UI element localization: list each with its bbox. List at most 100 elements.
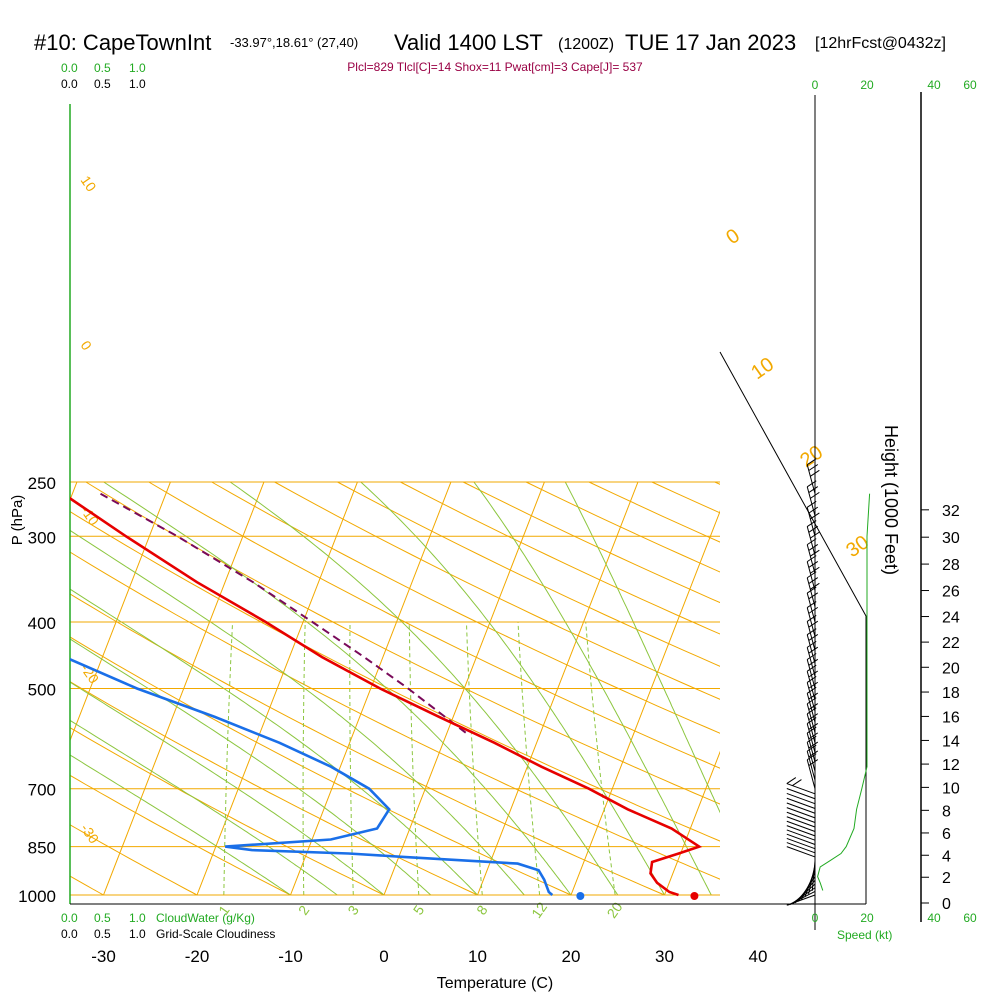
dry-adiabat xyxy=(70,727,385,896)
dry-adiabat xyxy=(70,824,198,896)
dry-adiabat xyxy=(148,481,720,769)
wind-speed-line xyxy=(817,493,871,891)
station-coords: -33.97°,18.61° (27,40) xyxy=(230,35,358,50)
wind-barb-staff xyxy=(786,820,816,832)
wind-barb-feather xyxy=(808,658,819,666)
parcel-trace xyxy=(100,492,467,734)
cloudwater-tick-bottom: 0.0 xyxy=(61,911,78,925)
height-tick-label: 14 xyxy=(942,733,960,750)
moist-adiabat xyxy=(70,681,385,896)
wind-barbs xyxy=(786,458,820,906)
wind-barb-staff xyxy=(786,833,816,845)
wind-barb-staff xyxy=(786,811,816,823)
forecast-hour: [12hrFcst@0432z] xyxy=(815,35,946,52)
wind-barb-feather xyxy=(810,469,820,477)
cloudiness-label: Grid-Scale Cloudiness xyxy=(156,927,275,941)
height-axis-label: Height (1000 Feet) xyxy=(881,425,901,575)
wind-barb-feather xyxy=(808,577,819,584)
wind-barb-feather xyxy=(808,692,819,700)
wind-speed-axis-label: Speed (kt) xyxy=(837,928,892,942)
cloudiness-tick-top: 0.5 xyxy=(94,77,111,91)
wind-barb-staff xyxy=(806,607,816,637)
wind-barb-staff xyxy=(786,846,816,858)
mixing-ratio-line xyxy=(517,621,541,896)
dry-adiabat xyxy=(85,481,720,805)
isotherm-label: 10 xyxy=(78,173,100,195)
wind-barb-staff xyxy=(806,647,816,677)
wind-barb-staff xyxy=(806,592,816,623)
wind-barb-staff xyxy=(786,807,816,819)
wind-barb-staff xyxy=(786,837,816,850)
wind-barb-feather xyxy=(806,458,817,466)
moist-adiabat xyxy=(103,481,572,896)
wind-barb-staff xyxy=(806,507,816,537)
wind-barb-feather xyxy=(806,640,817,648)
wind-barb-feather xyxy=(806,753,817,761)
temperature-tick-label: -20 xyxy=(185,947,210,966)
wind-barb-feather xyxy=(808,486,819,493)
dry-adiabat xyxy=(70,510,720,842)
dry-adiabat xyxy=(400,481,720,635)
wind-barb-staff xyxy=(806,634,816,664)
temperature-axis-label: Temperature (C) xyxy=(437,975,553,992)
zulu-time: (1200Z) xyxy=(558,36,614,53)
wind-speed-tick-top: 40 xyxy=(927,78,941,92)
wind-barb-staff xyxy=(806,659,816,689)
wind-barb-feather xyxy=(808,606,819,614)
surface-dewpoint-marker xyxy=(576,892,585,900)
wind-barb-staff xyxy=(806,732,816,763)
surface-temperature-marker xyxy=(690,892,699,900)
moist-adiabat xyxy=(70,719,338,896)
mixing-ratio-labels: 1 2 3 5 8 12 20 xyxy=(215,899,626,921)
wind-barb-feather xyxy=(808,759,819,766)
height-tick-label: 20 xyxy=(942,660,960,677)
cloud-scale-top: 0.0 0.5 1.0 0.0 0.5 1.0 xyxy=(61,61,146,91)
station-title: #10: CapeTownInt xyxy=(34,30,211,55)
cloudiness-tick-bottom: 0.5 xyxy=(94,927,111,941)
wind-barb-staff xyxy=(786,788,816,800)
moist-adiabat xyxy=(70,638,432,896)
wind-barb-feather xyxy=(810,582,820,590)
temperature-tick-label: 0 xyxy=(379,947,388,966)
cloudiness-tick-top: 0.0 xyxy=(61,77,78,91)
dry-adiabat xyxy=(70,593,665,896)
cloudwater-tick-bottom: 0.5 xyxy=(94,911,111,925)
wind-barb-feather xyxy=(808,620,819,628)
wind-barb-staff xyxy=(806,682,816,712)
wind-barb-feather xyxy=(806,664,817,672)
dry-adiabat xyxy=(70,636,572,896)
wind-barb-feather xyxy=(810,512,820,520)
wind-barb-feather xyxy=(808,561,819,568)
wind-barb-feather xyxy=(792,779,802,787)
wind-barb-staff xyxy=(786,842,816,854)
cloudwater-label: CloudWater (g/Kg) xyxy=(156,911,255,925)
height-tick-label: 30 xyxy=(942,530,960,547)
moist-adiabat xyxy=(70,754,291,896)
dewpoint-trace xyxy=(70,657,554,896)
height-tick-label: 16 xyxy=(942,709,960,726)
isotherm-label: 0 xyxy=(722,225,744,249)
temperature-tick-label: -10 xyxy=(278,947,303,966)
dry-adiabat xyxy=(966,482,1000,895)
height-tick-label: 22 xyxy=(942,635,960,652)
wind-barb-staff xyxy=(806,486,816,516)
wind-barb-feather xyxy=(808,634,819,641)
dry-adiabat xyxy=(70,551,720,880)
temperature-tick-label: -30 xyxy=(91,947,116,966)
cloudwater-tick-bottom: 1.0 xyxy=(129,911,146,925)
moist-adiabat xyxy=(564,481,720,814)
wind-barb-feather xyxy=(806,601,817,608)
dry-adiabat-lines xyxy=(70,481,1000,896)
wind-speed-tick-top: 0 xyxy=(812,78,819,92)
pressure-tick-label: 250 xyxy=(28,474,56,493)
temperature-tick-label: 20 xyxy=(562,947,581,966)
cloudwater-tick-top: 0.5 xyxy=(94,61,111,75)
isotherm-line xyxy=(664,750,720,896)
wind-barb-staff xyxy=(786,797,816,809)
wind-barb-staff xyxy=(786,829,816,841)
wind-barb-feather xyxy=(808,681,819,689)
temperature-tick-label: 30 xyxy=(655,947,674,966)
wind-barb-feather xyxy=(806,480,817,488)
height-tick-label: 12 xyxy=(942,757,960,774)
